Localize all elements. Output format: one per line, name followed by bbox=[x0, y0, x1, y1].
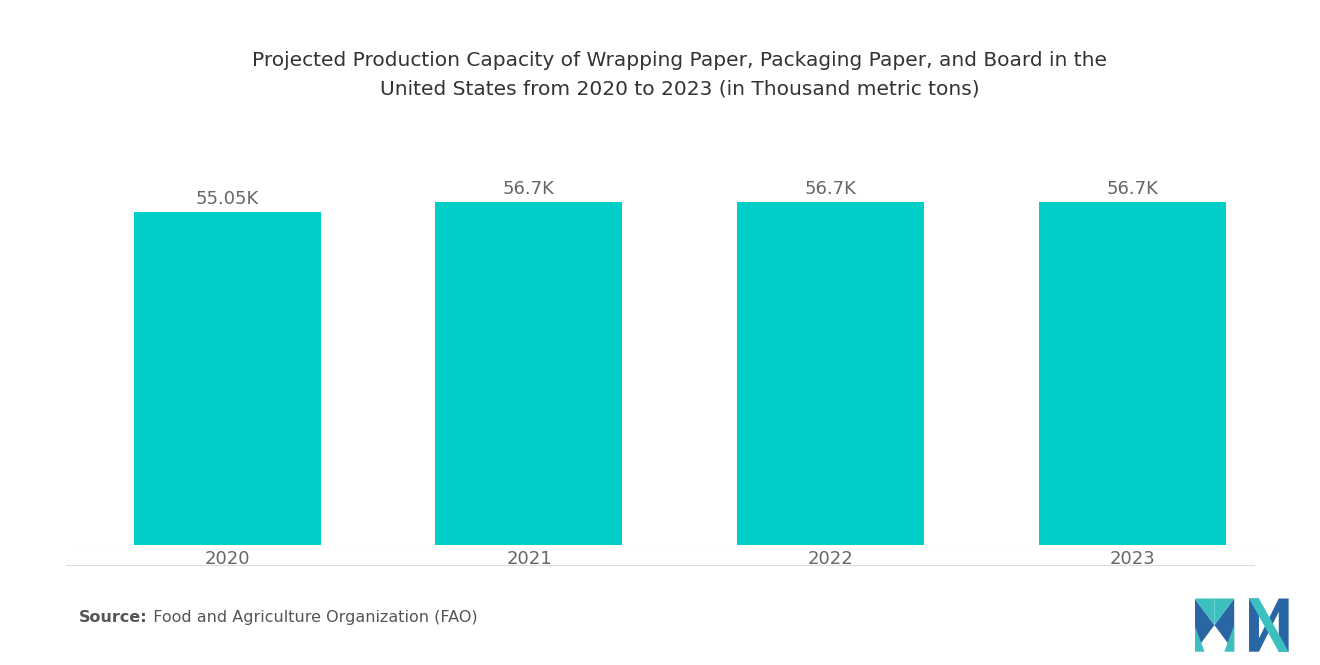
Text: 56.7K: 56.7K bbox=[503, 180, 554, 198]
Text: Source:: Source: bbox=[79, 610, 148, 625]
Title: Projected Production Capacity of Wrapping Paper, Packaging Paper, and Board in t: Projected Production Capacity of Wrappin… bbox=[252, 51, 1107, 98]
Bar bbox=[133, 211, 321, 545]
Polygon shape bbox=[1225, 625, 1234, 652]
Polygon shape bbox=[1214, 598, 1234, 652]
Polygon shape bbox=[1195, 598, 1214, 625]
Bar bbox=[436, 201, 623, 545]
Polygon shape bbox=[1195, 625, 1204, 652]
Polygon shape bbox=[1214, 598, 1234, 625]
Polygon shape bbox=[1195, 598, 1214, 652]
Text: 55.05K: 55.05K bbox=[195, 190, 259, 209]
Text: Food and Agriculture Organization (FAO): Food and Agriculture Organization (FAO) bbox=[143, 610, 478, 625]
Bar bbox=[737, 201, 924, 545]
Bar bbox=[1039, 201, 1226, 545]
Text: 56.7K: 56.7K bbox=[805, 180, 857, 198]
Polygon shape bbox=[1249, 598, 1288, 652]
Text: 56.7K: 56.7K bbox=[1106, 180, 1158, 198]
Polygon shape bbox=[1249, 598, 1288, 652]
